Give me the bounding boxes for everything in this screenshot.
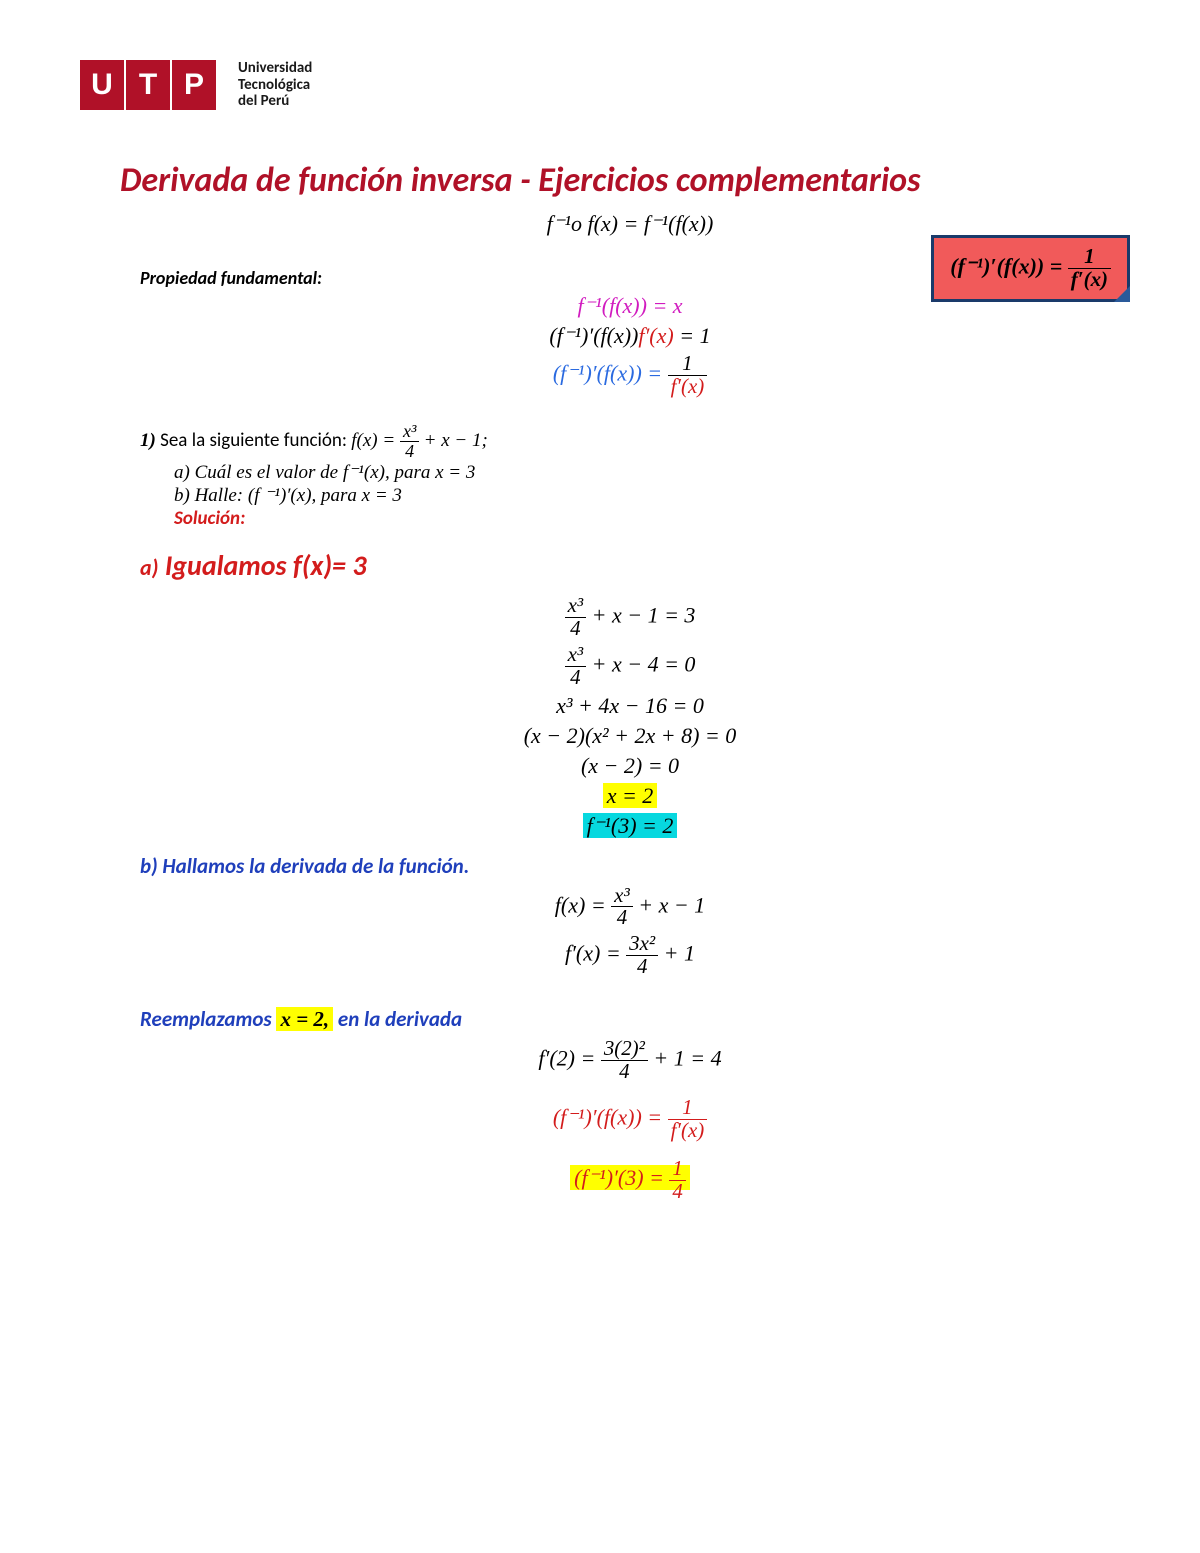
fprimex-def: f′(x) = 3x²4 + 1: [140, 933, 1120, 978]
inv-recall-num: 1: [668, 1097, 708, 1120]
content-body: f⁻¹o f(x) = f⁻¹(f(x)) Propiedad fundamen…: [140, 211, 1120, 1203]
step-a-prefix: a): [140, 554, 158, 581]
final-result-hl: (f⁻¹)′(3) = 1 4: [570, 1165, 690, 1190]
inv-recall-lhs: (f⁻¹)′(f(x)) =: [553, 1105, 668, 1130]
eq-a-5: (x − 2) = 0: [140, 753, 1120, 779]
inv-frac: 1 f′(x): [668, 353, 708, 398]
final-den: 4: [669, 1181, 685, 1203]
header-logo-row: U T P Universidad Tecnológica del Perú: [80, 60, 1120, 110]
reemp-pre: Reemplazamos: [140, 1006, 276, 1032]
chain-rule-line: (f⁻¹)′(f(x))f′(x) = 1: [140, 323, 1120, 349]
formula-num: 1: [1068, 246, 1111, 269]
solution-label: Solución:: [174, 507, 1120, 530]
fx-lhs: f(x) =: [351, 430, 400, 451]
final-result: (f⁻¹)′(3) = 1 4: [140, 1158, 1120, 1203]
key-formula-callout: (f⁻¹)′(f(x)) = 1 f′(x): [931, 235, 1130, 302]
logo-text-1: Universidad: [238, 60, 312, 77]
fprime2-eval: f′(2) = 3(2)²4 + 1 = 4: [140, 1038, 1120, 1083]
logo-letter-u: U: [80, 60, 124, 110]
eq-a-hl2: f⁻¹(3) = 2: [140, 813, 1120, 839]
fx-rest: + x − 1;: [424, 430, 488, 451]
logo-text-2: Tecnológica: [238, 77, 312, 94]
problem-b: b) Halle: (f ⁻¹)′(x), para x = 3: [174, 484, 1120, 507]
inv-num: 1: [668, 353, 708, 376]
chain-eq: = 1: [674, 323, 711, 348]
fx-den: 4: [400, 442, 419, 461]
eq-a-hl1: x = 2: [140, 783, 1120, 809]
derivative-inverse-line: (f⁻¹)′(f(x)) = 1 f′(x): [140, 353, 1120, 398]
logo-text-3: del Perú: [238, 93, 312, 110]
fx-frac: x³ 4: [400, 422, 419, 461]
eq-a-3: x³ + 4x − 16 = 0: [140, 693, 1120, 719]
substitution-line: Reemplazamos x = 2, en la derivada: [140, 1006, 1120, 1032]
problem-text: Sea la siguiente función:: [160, 429, 351, 452]
eq-a-2: x³4 + x − 4 = 0: [140, 644, 1120, 689]
formula-lhs: (f⁻¹)′(f(x)) =: [950, 253, 1068, 278]
logo-letter-p: P: [172, 60, 216, 110]
eq-a-1: x³4 + x − 1 = 3: [140, 595, 1120, 640]
utp-logo-block: U T P: [80, 60, 218, 110]
fx-def: f(x) = x³4 + x − 1: [140, 885, 1120, 930]
inv-lhs: (f⁻¹)′(f(x)) =: [553, 360, 668, 385]
problem-number: 1): [140, 430, 156, 451]
composition-line: f⁻¹o f(x) = f⁻¹(f(x)): [140, 211, 1120, 237]
logo-text: Universidad Tecnológica del Perú: [238, 60, 312, 110]
fx-num: x³: [400, 422, 419, 442]
reemp-post: en la derivada: [333, 1006, 462, 1032]
eq-a-4: (x − 2)(x² + 2x + 8) = 0: [140, 723, 1120, 749]
x-equals-2: x = 2: [603, 783, 658, 808]
final-num: 1: [669, 1158, 685, 1181]
step-b-heading: b) Hallamos la derivada de la función.: [140, 853, 1120, 879]
formula-frac: 1 f′(x): [1068, 246, 1111, 291]
problem-1: 1) Sea la siguiente función: f(x) = x³ 4…: [140, 422, 1120, 461]
inv-recall-den: f′(x): [668, 1120, 708, 1142]
identity-line: f⁻¹(f(x)) = x: [140, 293, 1120, 319]
inv-den: f′(x): [668, 376, 708, 398]
step-a-label: Igualamos f(x)= 3: [165, 548, 367, 583]
formula-den: f′(x): [1068, 269, 1111, 291]
problem-a: a) Cuál es el valor de f⁻¹(x), para x = …: [174, 461, 1120, 484]
chain-lhs: (f⁻¹)′(f(x)): [549, 323, 638, 348]
inv-recall-frac: 1 f′(x): [668, 1097, 708, 1142]
final-lhs: (f⁻¹)′(3) =: [574, 1165, 669, 1190]
finv3-equals-2: f⁻¹(3) = 2: [583, 813, 678, 838]
document-page: U T P Universidad Tecnológica del Perú (…: [0, 0, 1200, 1553]
logo-letter-t: T: [126, 60, 170, 110]
page-title: Derivada de función inversa - Ejercicios…: [120, 160, 1120, 201]
final-frac: 1 4: [669, 1158, 685, 1203]
reemp-hl: x = 2,: [276, 1007, 333, 1031]
chain-fprime: f′(x): [638, 323, 673, 348]
inverse-formula-recall: (f⁻¹)′(f(x)) = 1 f′(x): [140, 1097, 1120, 1142]
step-a-heading: a) Igualamos f(x)= 3: [140, 548, 1120, 583]
